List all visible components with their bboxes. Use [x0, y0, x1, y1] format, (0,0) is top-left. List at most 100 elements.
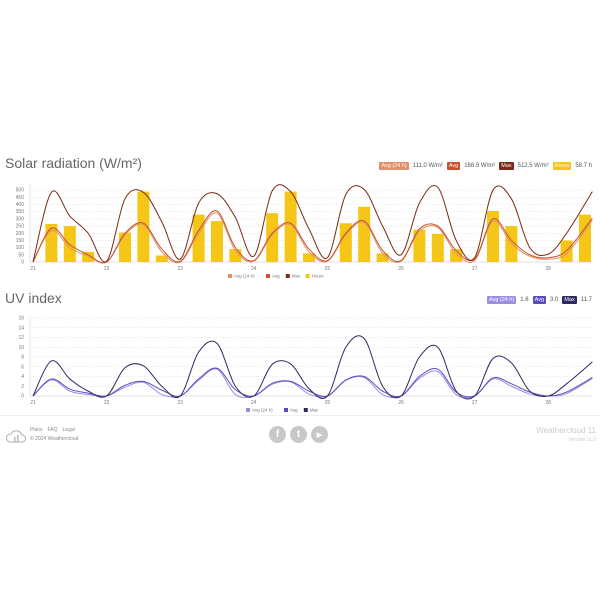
y-tick-label: 50 [18, 252, 24, 258]
bar [155, 255, 168, 262]
y-tick-label: 12 [18, 335, 24, 341]
legend-label: Avg (24 h) [252, 408, 273, 413]
summary-value: 11.7 [580, 297, 592, 303]
footer-link-faq[interactable]: FAQ [47, 427, 58, 433]
legend-swatch [305, 274, 310, 278]
bar [82, 251, 95, 262]
y-tick-label: 4 [21, 374, 24, 380]
bar [358, 206, 371, 262]
y-tick-label: 8 [21, 355, 24, 361]
bar [505, 226, 518, 262]
y-tick-label: 400 [16, 202, 25, 208]
legend-swatch [246, 408, 250, 412]
y-tick-label: 500 [16, 188, 25, 194]
y-tick-label: 0 [21, 260, 24, 266]
y-tick-label: 6 [21, 364, 24, 370]
x-tick-label: 23 [177, 400, 183, 406]
series-line-avg [32, 367, 593, 398]
bar [303, 253, 315, 262]
footer: Plans FAQ Legal © 2024 Weathercloud f t ▶ … [0, 415, 600, 461]
bar [63, 226, 76, 262]
version: Version 11.0 [568, 437, 596, 443]
summary-badge: Avg [532, 296, 547, 304]
x-tick-label: 24 [251, 400, 257, 406]
x-tick-label: 26 [398, 400, 404, 406]
summary-value: 168.9 W/m² [464, 163, 496, 169]
legend-label: Max [292, 274, 301, 279]
x-tick-label: 23 [177, 266, 183, 272]
bar [560, 240, 573, 262]
youtube-icon[interactable]: ▶ [311, 426, 328, 443]
x-tick-label: 21 [30, 400, 36, 406]
summary-value: 111.0 W/m² [412, 163, 443, 169]
legend-swatch [284, 408, 288, 412]
y-tick-label: 16 [18, 316, 24, 322]
x-tick-label: 28 [545, 400, 551, 406]
twitter-icon[interactable]: t [290, 426, 307, 443]
bar [431, 233, 444, 262]
summary-badge: Avg (24 h) [379, 162, 409, 170]
x-tick-label: 22 [104, 266, 110, 272]
bar [376, 253, 389, 262]
y-tick-label: 0 [21, 394, 24, 400]
solar-title: Solar radiation (W/m²) [5, 155, 142, 171]
y-tick-label: 450 [16, 195, 25, 201]
x-tick-label: 26 [398, 266, 404, 272]
y-tick-label: 350 [16, 209, 25, 215]
summary-value: 3.0 [550, 297, 559, 303]
y-tick-label: 2 [21, 384, 24, 390]
bar [45, 223, 58, 262]
x-tick-label: 28 [545, 266, 551, 272]
summary-badge: Max [499, 162, 514, 170]
x-tick-label: 25 [325, 400, 331, 406]
facebook-icon[interactable]: f [269, 426, 286, 443]
copyright: © 2024 Weathercloud [30, 436, 79, 442]
summary-value: 512.5 W/m² [517, 163, 549, 169]
summary-badge: Hours [552, 162, 572, 170]
uv-title: UV index [5, 290, 62, 306]
series-line-max [32, 335, 593, 400]
y-tick-label: 150 [16, 238, 25, 244]
y-tick-label: 250 [16, 224, 25, 230]
series-line-max [32, 184, 593, 263]
y-tick-label: 300 [16, 216, 25, 222]
uv-summary: Avg (24 h) 1.6 Avg 3.0 Max 11.7 [487, 296, 592, 304]
bar [119, 232, 131, 262]
y-tick-label: 14 [18, 325, 24, 331]
legend-swatch [228, 274, 232, 278]
bar [450, 249, 463, 262]
bar [284, 191, 297, 262]
summary-value: 58.7 h [575, 163, 592, 169]
y-tick-label: 100 [16, 245, 25, 251]
summary-value: 1.6 [520, 297, 529, 303]
y-tick-label: 200 [16, 231, 25, 237]
footer-link-legal[interactable]: Legal [62, 427, 75, 433]
brand-name: Weathercloud 11 [536, 426, 596, 435]
x-tick-label: 27 [472, 266, 478, 272]
series-line-avg-24-h- [32, 212, 593, 264]
bar [266, 213, 279, 262]
x-tick-label: 27 [472, 400, 478, 406]
legend-label: Hours [312, 274, 325, 279]
weathercloud-logo-icon [6, 430, 26, 443]
bar [413, 229, 426, 262]
summary-badge: Avg (24 h) [487, 296, 517, 304]
y-tick-label: 10 [18, 345, 24, 351]
x-tick-label: 25 [325, 266, 331, 272]
bar [211, 221, 223, 262]
solar-summary: Avg (24 h) 111.0 W/m² Avg 168.9 W/m² Max 512.… [379, 162, 592, 170]
x-tick-label: 22 [104, 400, 110, 406]
legend-label: Max [310, 408, 319, 413]
x-tick-label: 21 [30, 266, 36, 272]
legend-swatch [303, 408, 308, 412]
footer-link-plans[interactable]: Plans [30, 427, 43, 433]
x-tick-label: 24 [251, 266, 257, 272]
bar [137, 191, 150, 262]
legend-swatch [285, 274, 290, 278]
legend-swatch [266, 274, 270, 278]
legend-label: Avg [290, 408, 298, 413]
bar [339, 223, 352, 262]
series-line-avg-24-h- [32, 368, 593, 399]
